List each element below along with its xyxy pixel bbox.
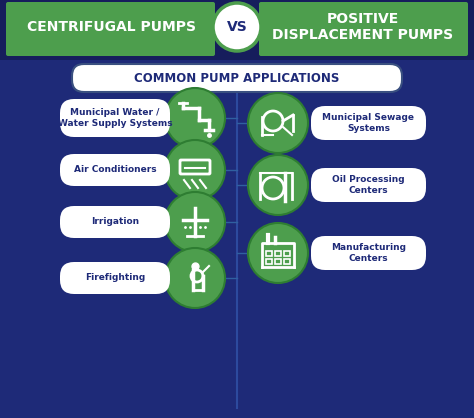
Text: POSITIVE
DISPLACEMENT PUMPS: POSITIVE DISPLACEMENT PUMPS <box>273 12 454 42</box>
Circle shape <box>165 140 225 200</box>
FancyBboxPatch shape <box>60 206 170 238</box>
Circle shape <box>213 3 261 51</box>
FancyBboxPatch shape <box>311 106 426 140</box>
Text: Firefighting: Firefighting <box>85 273 145 283</box>
FancyBboxPatch shape <box>60 154 170 186</box>
FancyBboxPatch shape <box>6 2 215 56</box>
Circle shape <box>165 192 225 252</box>
Text: CENTRIFUGAL PUMPS: CENTRIFUGAL PUMPS <box>27 20 197 34</box>
FancyBboxPatch shape <box>72 64 402 92</box>
Circle shape <box>248 93 308 153</box>
FancyBboxPatch shape <box>311 168 426 202</box>
Text: COMMON PUMP APPLICATIONS: COMMON PUMP APPLICATIONS <box>134 71 340 84</box>
Circle shape <box>165 248 225 308</box>
Circle shape <box>165 88 225 148</box>
Text: Municipal Water /
Water Supply Systems: Municipal Water / Water Supply Systems <box>58 108 173 128</box>
FancyBboxPatch shape <box>60 99 170 137</box>
Text: Irrigation: Irrigation <box>91 217 139 227</box>
Text: VS: VS <box>227 20 247 34</box>
Text: Air Conditioners: Air Conditioners <box>73 166 156 174</box>
FancyBboxPatch shape <box>311 236 426 270</box>
FancyBboxPatch shape <box>0 0 474 60</box>
Text: Oil Processing
Centers: Oil Processing Centers <box>332 175 405 195</box>
Circle shape <box>248 223 308 283</box>
Text: Municipal Sewage
Systems: Municipal Sewage Systems <box>322 113 414 133</box>
FancyBboxPatch shape <box>259 2 468 56</box>
FancyBboxPatch shape <box>60 262 170 294</box>
Circle shape <box>248 155 308 215</box>
Text: Manufacturing
Centers: Manufacturing Centers <box>331 243 406 263</box>
